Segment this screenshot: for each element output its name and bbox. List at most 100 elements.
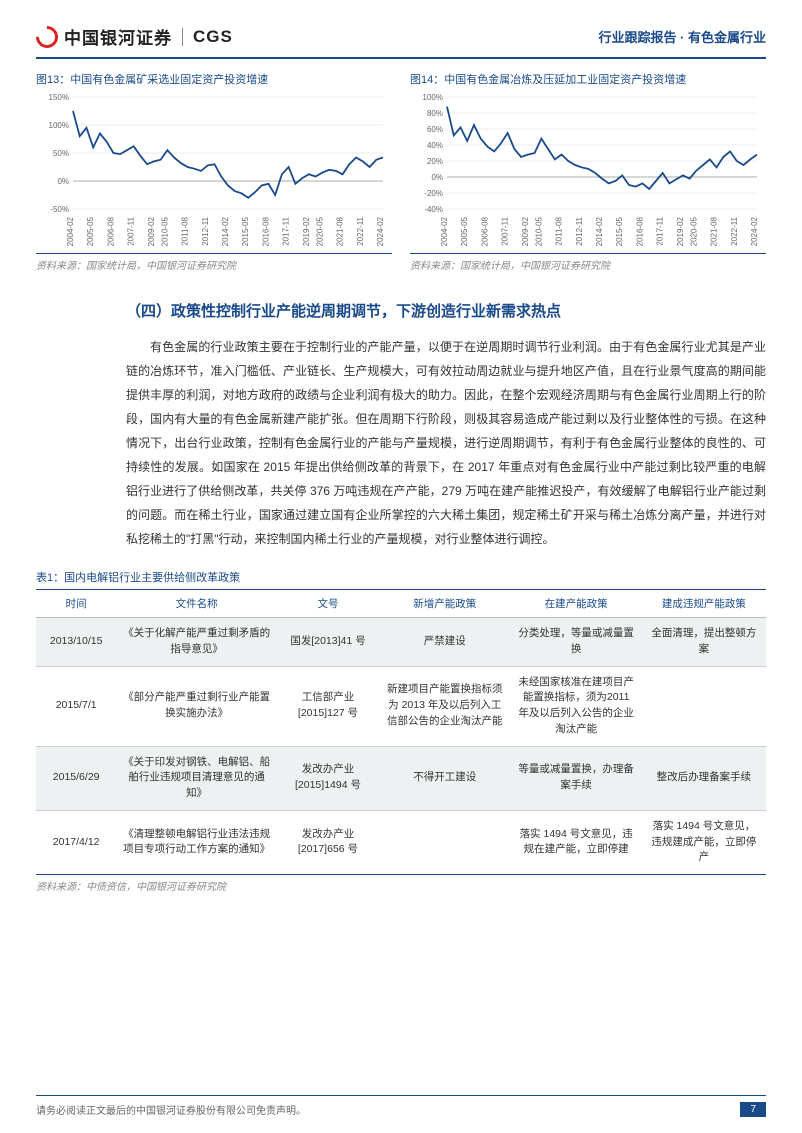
table-header: 新增产能政策 [379,590,510,618]
svg-text:2009-02: 2009-02 [147,216,156,246]
footer-disclaimer: 请务必阅读正文最后的中国银河证券股份有限公司免责声明。 [36,1102,306,1117]
svg-text:2009-02: 2009-02 [521,216,530,246]
table-header: 文件名称 [116,590,277,618]
svg-text:2010-05: 2010-05 [534,216,543,246]
svg-text:150%: 150% [49,93,69,102]
header-breadcrumb: 行业跟踪报告 · 有色金属行业 [598,27,766,46]
table-cell: 落实 1494 号文意见，违规建成产能，立即停产 [642,810,766,874]
table-row: 2015/6/29《关于印发对钢铁、电解铝、船舶行业违规项目清理意见的通知》发改… [36,746,766,810]
svg-text:2022-11: 2022-11 [356,216,365,245]
svg-text:100%: 100% [423,93,443,102]
svg-text:2017-11: 2017-11 [282,216,291,245]
chart-right-source: 资料来源：国家统计局，中国银河证券研究院 [410,253,766,272]
page-header: 中国银河证券 CGS 行业跟踪报告 · 有色金属行业 [36,24,766,59]
table-cell: 发改办产业[2015]1494 号 [277,746,379,810]
svg-text:2012-11: 2012-11 [575,216,584,245]
svg-text:2014-02: 2014-02 [595,216,604,246]
svg-text:100%: 100% [49,121,69,130]
table-cell: 新建项目产能置换指标须为 2013 年及以后列入工信部公告的企业淘汰产能 [379,666,510,746]
svg-text:2004-02: 2004-02 [440,216,449,246]
svg-text:40%: 40% [427,141,443,150]
svg-text:2021-08: 2021-08 [336,216,345,246]
svg-text:2012-11: 2012-11 [201,216,210,245]
table-header: 文号 [277,590,379,618]
svg-text:2007-11: 2007-11 [127,216,136,245]
logo-text-cn: 中国银河证券 [64,24,172,49]
chart-left-source: 资料来源：国家统计局，中国银河证券研究院 [36,253,392,272]
svg-text:2004-02: 2004-02 [66,216,75,246]
table-cell: 2015/6/29 [36,746,116,810]
svg-text:0%: 0% [431,173,443,182]
table-cell: 落实 1494 号文意见，违规在建产能，立即停建 [510,810,641,874]
svg-text:20%: 20% [427,157,443,166]
svg-text:2011-08: 2011-08 [555,216,564,245]
table-cell: 等量或减量置换，办理备案手续 [510,746,641,810]
table-header: 在建产能政策 [510,590,641,618]
charts-row: 图13：中国有色金属矿采选业固定资产投资增速 -50% 0% 50% 100% 150%… [36,71,766,272]
svg-text:2005-05: 2005-05 [460,216,469,246]
svg-text:2021-08: 2021-08 [710,216,719,246]
table-cell: 全面清理，提出整顿方案 [642,618,766,667]
table-cell: 国发[2013]41 号 [277,618,379,667]
table-cell: 严禁建设 [379,618,510,667]
svg-text:2017-11: 2017-11 [656,216,665,245]
logo-swirl-icon [31,21,62,52]
table-cell: 《清理整顿电解铝行业违法违规项目专项行动工作方案的通知》 [116,810,277,874]
logo-text-en: CGS [193,27,233,47]
table-caption: 表1：国内电解铝行业主要供给侧改革政策 [36,569,766,585]
svg-text:2006-08: 2006-08 [480,216,489,246]
svg-text:2019-02: 2019-02 [676,216,685,246]
svg-text:0%: 0% [57,177,69,186]
svg-text:80%: 80% [427,109,443,118]
table-cell: 不得开工建设 [379,746,510,810]
table-cell: 未经国家核准在建项目产能置换指标，须为2011 年及以后列入公告的企业淘汰产能 [510,666,641,746]
svg-text:2011-08: 2011-08 [181,216,190,245]
table-source: 资料来源：中债资信，中国银河证券研究院 [36,875,766,893]
svg-text:50%: 50% [53,149,69,158]
svg-text:2015-05: 2015-05 [241,216,250,246]
table-cell [379,810,510,874]
table-cell: 《关于化解产能严重过剩矛盾的指导意见》 [116,618,277,667]
table-row: 2013/10/15《关于化解产能严重过剩矛盾的指导意见》国发[2013]41 … [36,618,766,667]
table-cell: 2013/10/15 [36,618,116,667]
svg-text:-40%: -40% [424,205,443,214]
chart-right-block: 图14：中国有色金属冶炼及压延加工业固定资产投资增速 -40% -20% 0% 20%… [410,71,766,272]
svg-text:2022-11: 2022-11 [730,216,739,245]
policy-table: 时间文件名称文号新增产能政策在建产能政策建成违规产能政策 2013/10/15《… [36,589,766,875]
svg-text:2016-08: 2016-08 [261,216,270,246]
logo-divider [182,28,183,46]
chart-left-svg: -50% 0% 50% 100% 150% 2004-02 2005-05 2006-08 20… [36,91,392,251]
svg-text:2014-02: 2014-02 [221,216,230,246]
svg-text:2010-05: 2010-05 [160,216,169,246]
table-cell: 2015/7/1 [36,666,116,746]
table-cell: 工信部产业[2015]127 号 [277,666,379,746]
chart-left-caption: 图13：中国有色金属矿采选业固定资产投资增速 [36,71,392,87]
page-footer: 请务必阅读正文最后的中国银河证券股份有限公司免责声明。 7 [36,1095,766,1117]
table-row: 2015/7/1《部分产能严重过剩行业产能置换实施办法》工信部产业[2015]1… [36,666,766,746]
svg-text:2005-05: 2005-05 [86,216,95,246]
section-body: 有色金属的行业政策主要在于控制行业的产能产量，以便于在逆周期时调节行业利润。由于… [126,335,766,551]
table-cell: 《关于印发对钢铁、电解铝、船舶行业违规项目清理意见的通知》 [116,746,277,810]
svg-text:2019-02: 2019-02 [302,216,311,246]
table-row: 2017/4/12《清理整顿电解铝行业违法违规项目专项行动工作方案的通知》发改办… [36,810,766,874]
logo-block: 中国银河证券 CGS [36,24,233,49]
section-title: （四）政策性控制行业产能逆周期调节，下游创造行业新需求热点 [126,300,766,321]
table-header: 时间 [36,590,116,618]
table-cell: 2017/4/12 [36,810,116,874]
svg-text:2007-11: 2007-11 [501,216,510,245]
svg-text:2006-08: 2006-08 [106,216,115,246]
svg-text:-50%: -50% [50,205,69,214]
svg-text:60%: 60% [427,125,443,134]
svg-text:2024-02: 2024-02 [376,216,385,246]
table-cell [642,666,766,746]
table-cell: 《部分产能严重过剩行业产能置换实施办法》 [116,666,277,746]
svg-text:-20%: -20% [424,189,443,198]
svg-text:2020-05: 2020-05 [689,216,698,246]
table-cell: 整改后办理备案手续 [642,746,766,810]
chart-left-block: 图13：中国有色金属矿采选业固定资产投资增速 -50% 0% 50% 100% 150%… [36,71,392,272]
chart-right-caption: 图14：中国有色金属冶炼及压延加工业固定资产投资增速 [410,71,766,87]
table-cell: 发改办产业[2017]656 号 [277,810,379,874]
svg-text:2016-08: 2016-08 [635,216,644,246]
chart-right-svg: -40% -20% 0% 20% 40% 60% 80% 100% 2004-02 2005-05… [410,91,766,251]
svg-text:2024-02: 2024-02 [750,216,759,246]
